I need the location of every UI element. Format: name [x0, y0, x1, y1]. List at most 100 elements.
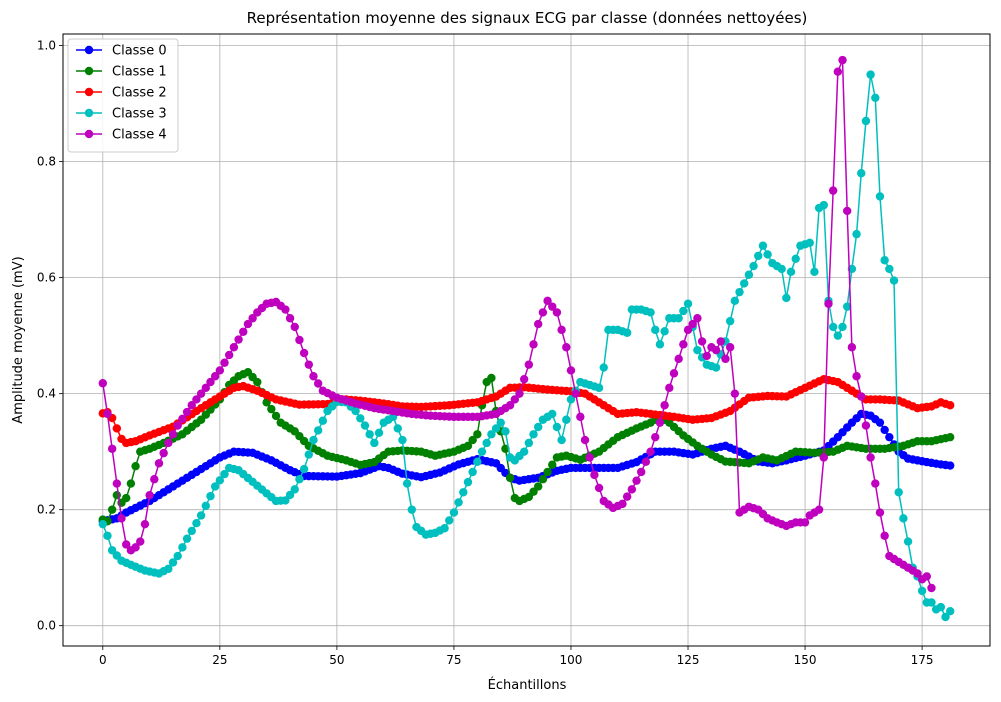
data-point	[566, 395, 576, 404]
data-point	[487, 373, 496, 383]
data-point	[534, 422, 543, 432]
data-point	[782, 293, 791, 303]
axis-ticks: 0 25 50 75 100 125 150 175 0.0 0.2 0.4 0.6 0.8 1.0	[37, 39, 934, 667]
data-point	[576, 412, 585, 422]
data-point	[669, 369, 679, 378]
data-point	[225, 350, 234, 360]
data-point	[866, 453, 875, 462]
x-tick-label: 175	[911, 653, 934, 667]
legend-label: Classe 1	[112, 65, 167, 80]
legend-box	[67, 38, 179, 153]
data-point	[215, 476, 225, 485]
legend-item: Classe 3	[76, 107, 167, 122]
data-point	[740, 279, 749, 288]
data-point	[285, 314, 295, 323]
series-classe-1	[98, 368, 955, 526]
data-point	[505, 473, 515, 482]
data-point	[679, 306, 688, 316]
data-point	[725, 343, 735, 352]
data-point	[313, 426, 323, 435]
data-point	[594, 383, 604, 393]
data-point	[838, 322, 847, 332]
data-point	[749, 261, 758, 271]
data-point	[693, 314, 702, 323]
data-point	[313, 379, 323, 388]
data-point	[543, 467, 552, 477]
series-line	[102, 74, 951, 619]
y-tick-label: 0.4	[37, 387, 56, 401]
data-point	[885, 432, 894, 442]
data-point	[534, 482, 543, 491]
data-point	[814, 505, 824, 514]
data-point	[505, 401, 515, 410]
legend-marker	[84, 87, 94, 97]
data-point	[304, 360, 313, 369]
data-point	[501, 427, 510, 436]
data-point	[875, 192, 885, 201]
data-point	[655, 418, 665, 427]
data-point	[159, 448, 168, 458]
data-point	[178, 414, 187, 423]
data-point	[651, 325, 660, 335]
data-point	[861, 421, 871, 430]
data-point	[622, 328, 632, 337]
data-point	[164, 438, 173, 448]
data-point	[735, 287, 744, 297]
data-point	[196, 389, 206, 398]
data-point	[875, 418, 885, 427]
data-point	[98, 379, 108, 388]
data-point	[107, 505, 117, 514]
data-point	[946, 432, 955, 442]
data-point	[880, 425, 889, 435]
y-tick-label: 0.0	[37, 619, 56, 633]
legend-item: Classe 2	[76, 86, 167, 101]
data-point	[627, 485, 637, 494]
legend-marker	[84, 129, 94, 139]
data-point	[885, 264, 894, 274]
data-point	[683, 325, 693, 335]
data-point	[374, 428, 384, 438]
data-point	[407, 505, 416, 514]
data-point	[828, 322, 838, 332]
legend-marker	[84, 66, 94, 76]
data-point	[927, 583, 936, 593]
data-point	[548, 302, 557, 311]
data-point	[468, 467, 477, 477]
data-point	[201, 501, 210, 511]
x-tick-label: 0	[99, 653, 107, 667]
data-point	[674, 314, 683, 323]
data-point	[140, 519, 150, 529]
data-point	[210, 372, 220, 381]
legend-label: Classe 0	[112, 44, 167, 59]
data-point	[234, 335, 243, 344]
data-point	[529, 430, 538, 439]
data-point	[843, 302, 852, 311]
data-point	[103, 531, 112, 540]
legend-label: Classe 2	[112, 86, 167, 101]
data-point	[857, 169, 866, 178]
data-point	[917, 586, 927, 596]
series-group	[98, 55, 955, 622]
data-point	[496, 418, 505, 427]
data-point	[838, 55, 847, 65]
legend-marker	[84, 108, 94, 118]
data-point	[281, 305, 290, 314]
data-point	[875, 508, 885, 517]
data-point	[360, 421, 370, 430]
data-point	[847, 343, 857, 352]
data-point	[562, 415, 571, 424]
data-point	[571, 389, 580, 398]
data-point	[702, 351, 711, 361]
data-point	[126, 479, 136, 488]
data-point	[889, 276, 899, 285]
legend-item: Classe 1	[76, 65, 167, 80]
data-point	[440, 524, 449, 533]
data-point	[725, 316, 735, 326]
legend-label: Classe 3	[112, 107, 167, 122]
data-point	[791, 254, 800, 263]
data-point	[107, 444, 117, 453]
data-point	[215, 366, 225, 375]
data-point	[580, 435, 590, 445]
data-point	[253, 377, 262, 387]
data-point	[716, 337, 725, 346]
